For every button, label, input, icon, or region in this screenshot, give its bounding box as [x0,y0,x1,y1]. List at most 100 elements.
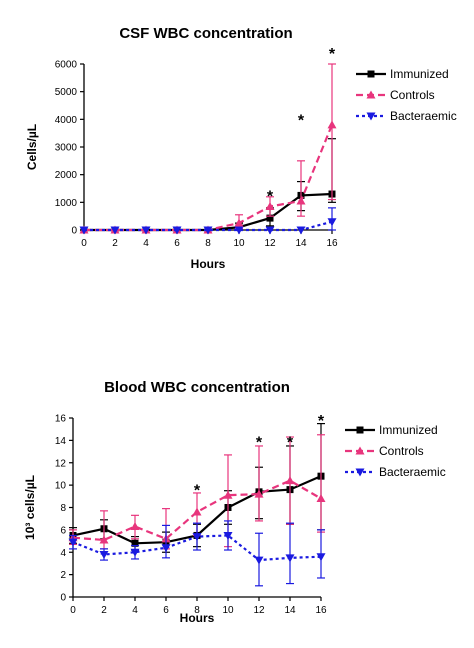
series-line [84,124,334,232]
data-point [265,201,275,210]
x-tick-label: 14 [295,238,307,249]
y-tick-label: 0 [71,226,77,237]
x-tick-label: 16 [315,605,327,616]
legend-item: Controls [356,88,435,102]
data-point [130,522,140,531]
legend-item: Immunized [345,423,438,437]
data-point [254,489,264,498]
legend-item: Immunized [356,67,449,81]
data-point [141,226,151,235]
x-tick-label: 4 [132,605,138,616]
data-point [234,226,244,235]
y-tick-label: 8 [60,503,66,514]
y-tick-label: 2 [60,570,66,581]
legend-marker [367,70,375,78]
y-tick-label: 6 [60,525,66,536]
legend-marker [356,426,364,434]
x-tick-label: 10 [233,238,245,249]
data-point [223,490,233,499]
legend-label: Controls [390,88,435,102]
x-tick-label: 10 [222,605,234,616]
legend-label: Immunized [379,423,438,437]
data-point [296,226,306,235]
data-point [172,226,182,235]
data-point [266,214,274,222]
y-axis-label: Cells/µL [25,124,39,170]
series-line [84,220,333,232]
legend-item: Bacteraemic [345,465,446,479]
data-point [285,476,295,485]
chart-2: Blood WBC concentration 0 2 4 6 8 10 12 14 16 0 2 4 6… [23,379,446,625]
significance-star: * [318,413,325,430]
y-tick-label: 16 [55,414,67,425]
data-point [265,226,275,235]
x-tick-label: 0 [81,238,87,249]
data-point [234,218,244,227]
x-tick-label: 4 [143,238,149,249]
x-tick-label: 8 [194,605,200,616]
y-tick-label: 2000 [55,170,78,181]
x-axis-label: Hours [180,611,215,625]
x-axis-label: Hours [191,257,226,271]
significance-star: * [298,112,305,129]
x-tick-label: 14 [284,605,296,616]
data-point [79,226,89,235]
series-immunized [80,138,336,234]
y-tick-label: 3000 [55,143,78,154]
x-tick-label: 2 [101,605,107,616]
series-line [84,192,333,232]
data-point [316,494,326,503]
significance-star: * [287,434,294,451]
chart-title: CSF WBC concentration [119,25,292,42]
data-point [192,507,202,516]
data-point [130,548,140,557]
y-tick-label: 10 [55,481,67,492]
significance-star: * [329,46,336,63]
data-point [192,533,202,542]
chart-title: Blood WBC concentration [104,379,290,396]
data-point [285,554,295,563]
y-tick-label: 14 [55,436,67,447]
legend-item: Bacteraemic [356,109,457,123]
data-point [254,556,264,565]
legend-item: Controls [345,444,424,458]
significance-star: * [194,483,201,500]
x-tick-label: 6 [163,605,169,616]
significance-star: * [267,188,274,205]
data-point [68,538,78,547]
x-tick-label: 0 [70,605,76,616]
chart-1: CSF WBC concentration 0 1000 2000 3000 4000 50… [25,25,457,271]
data-point [203,226,213,235]
series-controls [79,63,337,234]
x-tick-label: 12 [253,605,265,616]
x-tick-label: 16 [326,238,338,249]
series-bacteraemic [68,520,326,587]
data-point [223,531,233,540]
x-tick-label: 6 [174,238,180,249]
data-point [131,539,139,547]
legend-marker [355,446,365,455]
legend-marker [355,468,365,477]
y-tick-label: 12 [55,458,67,469]
data-point [99,550,109,559]
significance-star: * [256,434,263,451]
y-tick-label: 1000 [55,198,78,209]
y-tick-label: 4000 [55,115,78,126]
x-tick-label: 2 [112,238,118,249]
y-axis-label: 10³ cells/µL [23,475,37,540]
y-tick-label: 0 [60,593,66,604]
data-point [161,544,171,553]
data-point [327,120,337,129]
data-point [316,553,326,562]
legend-marker [366,112,376,121]
legend-label: Bacteraemic [379,465,446,479]
series-bacteraemic [79,207,337,235]
data-point [99,535,109,544]
legend-marker [366,90,376,99]
x-tick-label: 12 [264,238,276,249]
legend-label: Controls [379,444,424,458]
y-tick-label: 4 [60,548,66,559]
data-point [296,196,306,205]
legend-label: Immunized [390,67,449,81]
